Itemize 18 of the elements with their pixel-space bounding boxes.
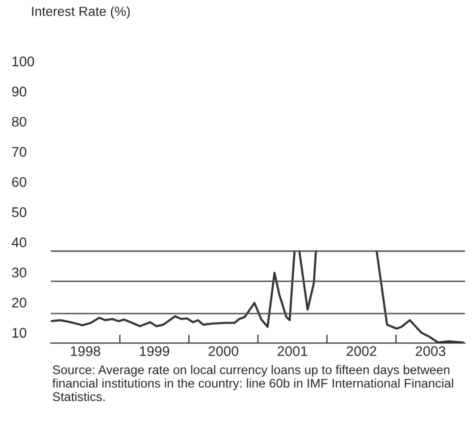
y-tick-label: 10 <box>12 328 26 338</box>
y-tick-label: 80 <box>12 116 26 127</box>
x-tick-label: 2002 <box>346 346 376 356</box>
x-tick-label: 2001 <box>278 346 308 356</box>
x-tick-label: 1999 <box>140 346 170 356</box>
y-tick-label: 90 <box>12 86 26 97</box>
y-tick-label: 40 <box>12 237 26 248</box>
x-tick-label: 2000 <box>208 346 238 356</box>
x-tick-label: 1998 <box>70 346 100 356</box>
y-tick-label: 50 <box>12 207 26 218</box>
y-tick-label: 100 <box>12 56 34 66</box>
y-tick-label: 70 <box>12 146 26 157</box>
y-axis-title: Interest Rate (%) <box>32 6 130 19</box>
y-tick-label: 20 <box>12 298 26 308</box>
y-tick-label: 60 <box>12 177 26 187</box>
source-note: Source: Average rate on local currency loans up to fifteen days between financial institutions in the country: line 60b in IMF International Financial Statistics. <box>52 365 454 402</box>
y-tick-label: 30 <box>12 268 26 278</box>
x-tick-label: 2003 <box>416 346 446 356</box>
